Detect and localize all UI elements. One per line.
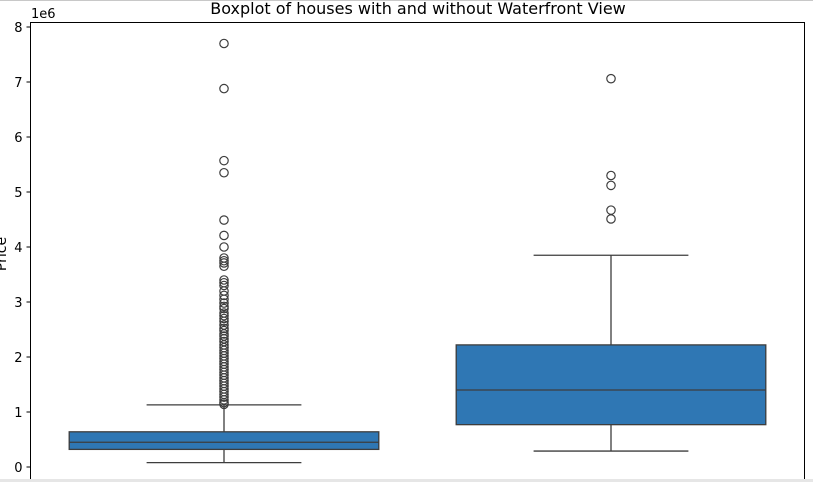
outlier-point xyxy=(219,280,229,291)
outlier-point xyxy=(219,38,229,49)
y-tick-label: 2 xyxy=(14,351,22,366)
outlier-point xyxy=(219,316,229,327)
box-group-0 xyxy=(68,38,380,464)
outlier-point xyxy=(219,261,229,272)
outlier-point xyxy=(219,83,229,94)
y-tick-label: 1 xyxy=(14,406,22,421)
y-tick-label: 7 xyxy=(14,76,22,91)
outlier-point xyxy=(219,230,229,241)
plot-frame xyxy=(30,22,805,486)
box-group-1 xyxy=(455,73,767,452)
y-tick-label: 6 xyxy=(14,131,22,146)
outlier-point xyxy=(606,73,616,84)
window-top-edge xyxy=(0,0,813,1)
y-tick-label: 5 xyxy=(14,186,22,201)
iqr-box xyxy=(455,344,767,426)
y-axis-label: Price xyxy=(0,237,10,271)
outlier-point xyxy=(606,205,616,215)
window-bottom-edge xyxy=(0,479,813,482)
outlier-point xyxy=(219,392,229,402)
outlier-point xyxy=(219,275,229,285)
outlier-point xyxy=(219,310,229,321)
outlier-point xyxy=(606,170,616,181)
y-tick-label: 3 xyxy=(14,296,22,311)
outlier-point xyxy=(219,290,229,301)
outlier-point xyxy=(219,242,229,252)
y-offset-label: 1e6 xyxy=(31,7,56,22)
y-tick-label: 0 xyxy=(14,461,22,476)
y-axis: 0 1 2 3 4 5 6 7 8 xyxy=(14,21,31,476)
outlier-point xyxy=(219,303,229,314)
outlier-point xyxy=(219,155,229,166)
iqr-box xyxy=(68,431,380,451)
outlier-point xyxy=(219,258,229,268)
plot-marks xyxy=(68,38,767,464)
chart-title: Boxplot of houses with and without Water… xyxy=(210,0,626,18)
outlier-point xyxy=(219,395,229,405)
outlier-point xyxy=(219,298,229,308)
outlier-point xyxy=(219,313,229,324)
outlier-point xyxy=(606,180,616,191)
y-tick-label: 4 xyxy=(14,241,22,256)
outlier-point xyxy=(219,294,229,305)
y-tick-label: 8 xyxy=(14,21,22,36)
outlier-point xyxy=(606,214,616,224)
outlier-point xyxy=(219,215,229,225)
outlier-point xyxy=(219,399,229,410)
outlier-point xyxy=(219,167,229,178)
